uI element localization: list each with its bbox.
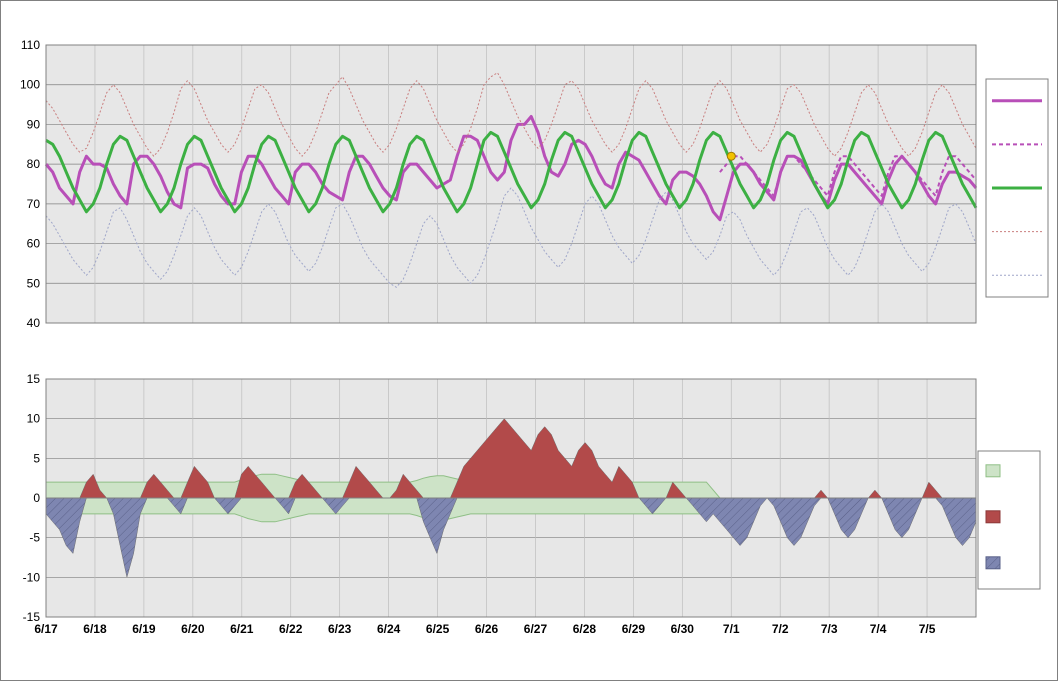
- y-tick-label: 5: [33, 451, 40, 465]
- y-tick-label: -10: [23, 570, 41, 584]
- y-tick-label: 50: [27, 276, 41, 290]
- y-tick-label: 110: [21, 38, 40, 52]
- legend2-swatch: [986, 465, 1000, 477]
- current-marker: [727, 152, 735, 160]
- y-tick-label: 40: [27, 316, 41, 330]
- x-tick-label: 6/17: [34, 622, 58, 636]
- legend2-swatch: [986, 511, 1000, 523]
- x-tick-label: 6/24: [377, 622, 401, 636]
- x-tick-label: 6/30: [671, 622, 695, 636]
- y-tick-label: 10: [27, 412, 41, 426]
- x-tick-label: 7/4: [870, 622, 887, 636]
- x-tick-label: 6/23: [328, 622, 352, 636]
- x-tick-label: 6/20: [181, 622, 205, 636]
- x-tick-label: 6/29: [622, 622, 646, 636]
- y-tick-label: 90: [27, 117, 41, 131]
- x-tick-label: 6/27: [524, 622, 548, 636]
- y-tick-label: 80: [27, 157, 41, 171]
- x-tick-label: 6/26: [475, 622, 499, 636]
- y-tick-label: 15: [27, 372, 41, 386]
- x-tick-label: 6/21: [230, 622, 254, 636]
- x-tick-label: 7/1: [723, 622, 740, 636]
- y-tick-label: 70: [27, 197, 41, 211]
- y-tick-label: 60: [27, 237, 41, 251]
- chart-canvas: 405060708090100110-15-10-50510156/176/18…: [0, 0, 1058, 681]
- y-tick-label: 100: [20, 78, 40, 92]
- x-tick-label: 6/18: [83, 622, 107, 636]
- y-tick-label: 0: [33, 491, 40, 505]
- x-tick-label: 6/22: [279, 622, 303, 636]
- x-tick-label: 7/3: [821, 622, 838, 636]
- x-tick-label: 6/19: [132, 622, 156, 636]
- y-tick-label: -5: [29, 531, 40, 545]
- x-tick-label: 6/28: [573, 622, 597, 636]
- x-tick-label: 6/25: [426, 622, 450, 636]
- x-tick-label: 7/5: [919, 622, 936, 636]
- x-tick-label: 7/2: [772, 622, 789, 636]
